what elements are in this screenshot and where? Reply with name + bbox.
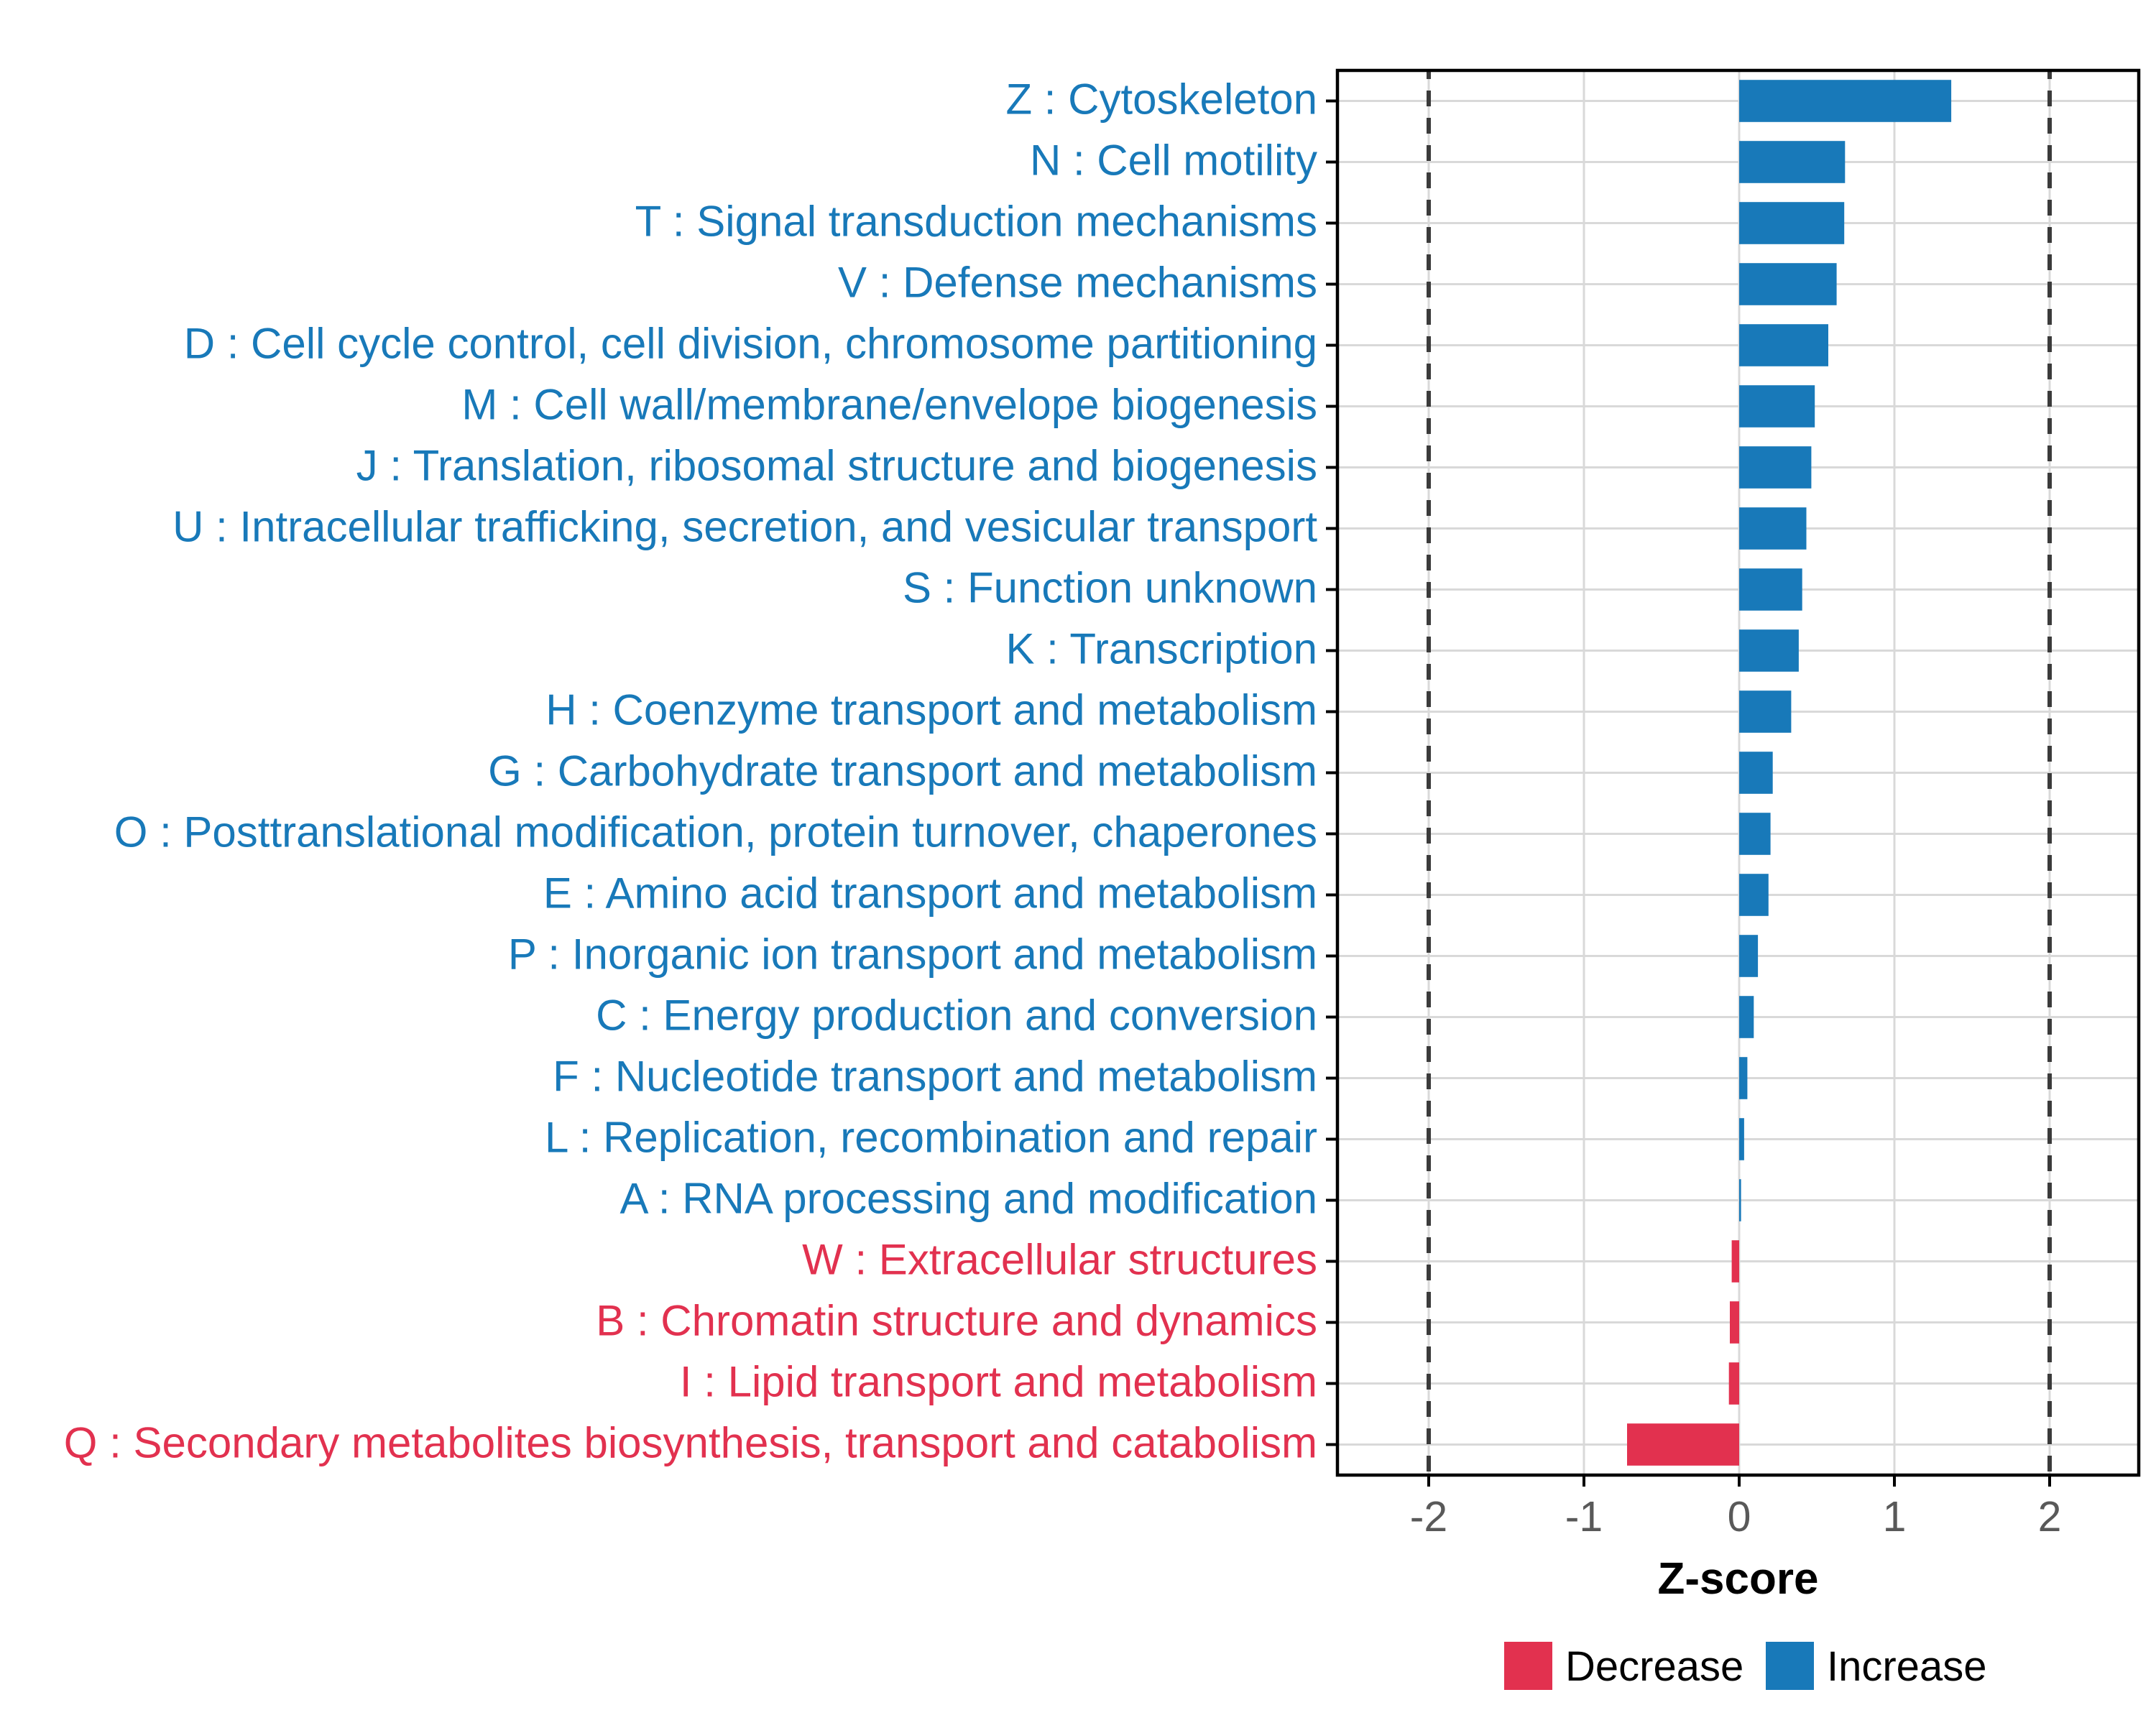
svg-text:-2: -2 xyxy=(1410,1493,1447,1540)
svg-text:D : Cell cycle control, cell d: D : Cell cycle control, cell division, c… xyxy=(184,320,1317,368)
svg-text:W : Extracellular structures: W : Extracellular structures xyxy=(802,1236,1317,1284)
svg-text:2: 2 xyxy=(2038,1493,2062,1540)
svg-text:U : Intracellular trafficking,: U : Intracellular trafficking, secretion… xyxy=(172,503,1317,551)
svg-text:T : Signal transduction mechan: T : Signal transduction mechanisms xyxy=(635,198,1317,246)
svg-text:1: 1 xyxy=(1883,1493,1907,1540)
svg-text:G : Carbohydrate transport and: G : Carbohydrate transport and metabolis… xyxy=(488,747,1317,795)
svg-text:I : Lipid transport and metabo: I : Lipid transport and metabolism xyxy=(680,1358,1317,1406)
svg-text:Q : Secondary metabolites bios: Q : Secondary metabolites biosynthesis, … xyxy=(64,1419,1317,1467)
svg-text:S : Function unknown: S : Function unknown xyxy=(903,564,1317,612)
svg-text:P : Inorganic ion transport an: P : Inorganic ion transport and metaboli… xyxy=(508,930,1317,979)
svg-text:Increase: Increase xyxy=(1827,1643,1986,1690)
svg-text:E : Amino acid transport and m: E : Amino acid transport and metabolism xyxy=(543,869,1317,918)
svg-text:-1: -1 xyxy=(1565,1493,1603,1540)
svg-text:Z : Cytoskeleton: Z : Cytoskeleton xyxy=(1005,75,1317,124)
svg-text:Decrease: Decrease xyxy=(1565,1643,1743,1690)
svg-text:C : Energy production and conv: C : Energy production and conversion xyxy=(596,992,1317,1040)
svg-text:H : Coenzyme transport and met: H : Coenzyme transport and metabolism xyxy=(545,686,1317,734)
svg-text:J : Translation, ribosomal str: J : Translation, ribosomal structure and… xyxy=(356,442,1317,490)
svg-text:O : Posttranslational modifica: O : Posttranslational modification, prot… xyxy=(114,808,1317,856)
svg-text:M : Cell wall/membrane/envelop: M : Cell wall/membrane/envelope biogenes… xyxy=(461,381,1317,429)
svg-text:N : Cell motility: N : Cell motility xyxy=(1030,137,1317,185)
svg-text:F : Nucleotide transport and m: F : Nucleotide transport and metabolism xyxy=(553,1053,1317,1101)
svg-text:0: 0 xyxy=(1728,1493,1751,1540)
svg-text:Z-score: Z-score xyxy=(1658,1554,1819,1604)
svg-text:L : Replication, recombination: L : Replication, recombination and repai… xyxy=(545,1114,1317,1162)
svg-text:A : RNA processing and modific: A : RNA processing and modification xyxy=(619,1175,1317,1223)
svg-text:B : Chromatin structure and dy: B : Chromatin structure and dynamics xyxy=(596,1297,1317,1345)
svg-text:V : Defense mechanisms: V : Defense mechanisms xyxy=(838,259,1317,307)
svg-text:K : Transcription: K : Transcription xyxy=(1005,625,1317,673)
